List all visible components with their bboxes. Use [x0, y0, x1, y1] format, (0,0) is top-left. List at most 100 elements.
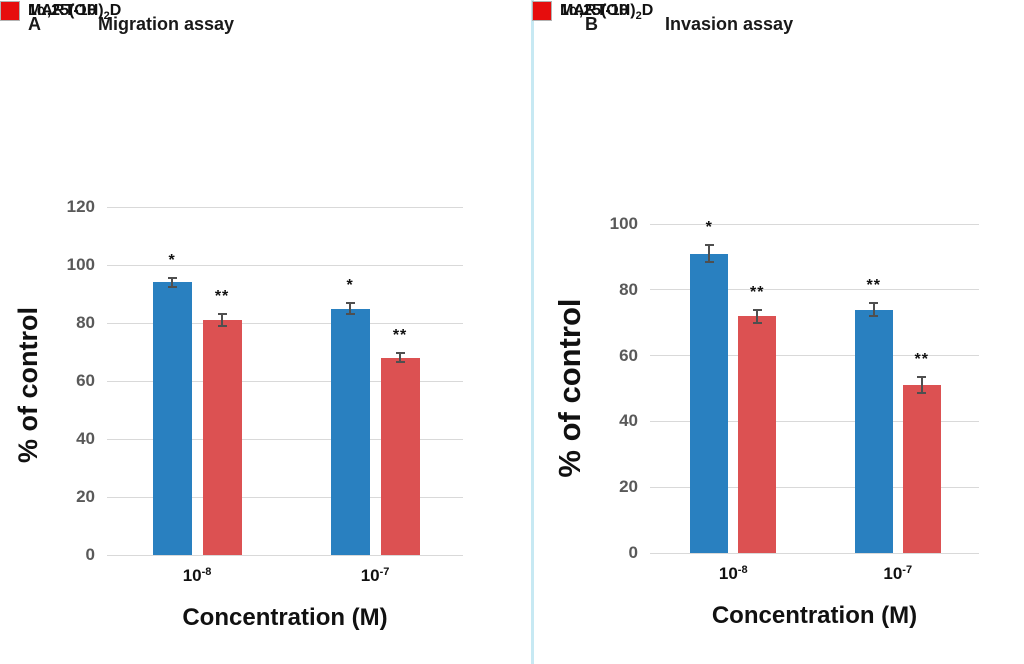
- error-bar: [349, 302, 352, 315]
- error-bar-cap-bottom: [345, 313, 355, 316]
- legend-label-part: 2: [635, 10, 642, 22]
- gridline: [650, 552, 979, 554]
- significance-label: **: [866, 276, 881, 294]
- error-bar-cap-top: [917, 375, 927, 378]
- error-bar: [756, 309, 759, 323]
- y-axis-title: % of control: [13, 307, 43, 463]
- gridline: [650, 289, 979, 291]
- y-tick-label: 60: [76, 371, 95, 390]
- x-tick-label: 10-7: [858, 563, 938, 587]
- panel-migration-assay: A Migration assay 1α,25(OH)2D MART-10 0 20 40 6…: [0, 1, 532, 631]
- panel-letter: B: [585, 14, 598, 34]
- panel-divider: [531, 0, 534, 664]
- significance-label: **: [392, 327, 408, 345]
- error-bar-cap-top: [752, 308, 762, 311]
- error-bar: [872, 302, 875, 317]
- x-tick-exponent: -8: [201, 566, 212, 578]
- y-tick-label: 100: [609, 214, 638, 233]
- x-axis-title: Concentration (M): [711, 602, 918, 629]
- legend-label: 1α,25(OH)2D: [560, 0, 653, 23]
- y-axis-title: % of control: [552, 298, 587, 478]
- x-tick-base: 10: [360, 566, 380, 585]
- gridline: [107, 554, 463, 556]
- x-tick-base: 10: [182, 566, 202, 585]
- y-tick-label: 20: [619, 477, 638, 497]
- error-bar-cap-top: [395, 352, 405, 355]
- significance-label: **: [750, 283, 765, 301]
- error-bar-cap-bottom: [917, 392, 927, 395]
- y-tick-label: 40: [76, 429, 95, 448]
- gridline: [107, 438, 463, 440]
- bar-blue-10-8: [152, 282, 192, 555]
- y-tick-label: 60: [619, 345, 638, 365]
- x-tick-base: 10: [883, 564, 903, 583]
- legend-label-part: 1α,25(OH): [28, 2, 104, 19]
- significance-label: *: [705, 219, 713, 237]
- error-bar-cap-bottom: [704, 260, 714, 263]
- gridline: [107, 206, 463, 208]
- panel-title: Migration assay: [98, 14, 235, 34]
- error-bar-cap-bottom: [752, 321, 762, 324]
- bar-red-10-8: [202, 320, 242, 555]
- y-tick-label: 40: [619, 411, 638, 431]
- x-tick-label: 10-8: [157, 565, 237, 589]
- legend-label-part: MART-10: [560, 2, 629, 19]
- error-bar-cap-bottom: [869, 315, 879, 318]
- x-axis-title: Concentration (M): [182, 604, 388, 631]
- y-tick-label: 80: [619, 279, 638, 299]
- y-tick-label: 80: [76, 313, 95, 332]
- panel-letter: A: [28, 14, 41, 34]
- x-tick-label: 10-7: [335, 565, 415, 589]
- error-bar: [399, 353, 402, 363]
- error-bar-cap-top: [217, 313, 227, 316]
- significance-label: **: [914, 350, 929, 368]
- y-tick-label: 0: [85, 545, 95, 564]
- y-tick-label: 20: [76, 487, 95, 506]
- gridline: [650, 486, 979, 488]
- bar-blue-10-8: [690, 253, 729, 553]
- gridline: [107, 264, 463, 266]
- y-tick-label: 100: [66, 255, 95, 274]
- error-bar-cap-bottom: [217, 324, 227, 327]
- error-bar-cap-top: [167, 277, 177, 280]
- error-bar: [920, 376, 923, 394]
- y-tick-label: 120: [66, 197, 95, 216]
- bar-red-10-7: [902, 385, 941, 553]
- significance-label: *: [346, 276, 354, 294]
- x-tick-label: 10-8: [693, 563, 773, 587]
- significance-label: *: [168, 252, 176, 270]
- bar-blue-10-7: [330, 308, 370, 555]
- gridline: [107, 496, 463, 498]
- error-bar-cap-top: [704, 244, 714, 247]
- x-tick-exponent: -7: [379, 566, 390, 578]
- legend-item-red: MART-10: [0, 1, 532, 44]
- gridline: [107, 322, 463, 324]
- gridline: [650, 223, 979, 225]
- bar-blue-10-7: [854, 309, 893, 553]
- legend-swatch-red-icon: [0, 1, 20, 21]
- gridline: [107, 380, 463, 382]
- legend-label: MART-10: [560, 0, 628, 22]
- error-bar: [171, 278, 174, 287]
- x-tick-base: 10: [718, 564, 738, 583]
- x-tick-exponent: -8: [737, 564, 748, 576]
- legend-label-part: 1α,25(OH): [560, 2, 636, 19]
- x-tick-exponent: -7: [902, 564, 913, 576]
- legend-swatch-red-icon: [532, 1, 552, 21]
- bar-red-10-8: [738, 316, 777, 553]
- error-bar: [708, 245, 711, 262]
- legend-item-red: MART-10: [532, 1, 1024, 44]
- error-bar-cap-top: [869, 301, 879, 304]
- y-tick-label: 0: [628, 543, 638, 562]
- legend-label-part: D: [641, 2, 654, 19]
- gridline: [650, 420, 979, 422]
- bar-red-10-7: [380, 357, 420, 555]
- error-bar-cap-bottom: [395, 361, 405, 364]
- gridline: [650, 355, 979, 357]
- legend-label-part: 2: [103, 10, 110, 22]
- legend-label-part: MART-10: [28, 2, 97, 19]
- error-bar: [221, 314, 224, 326]
- significance-label: **: [214, 288, 230, 306]
- legend-label-part: D: [109, 2, 122, 19]
